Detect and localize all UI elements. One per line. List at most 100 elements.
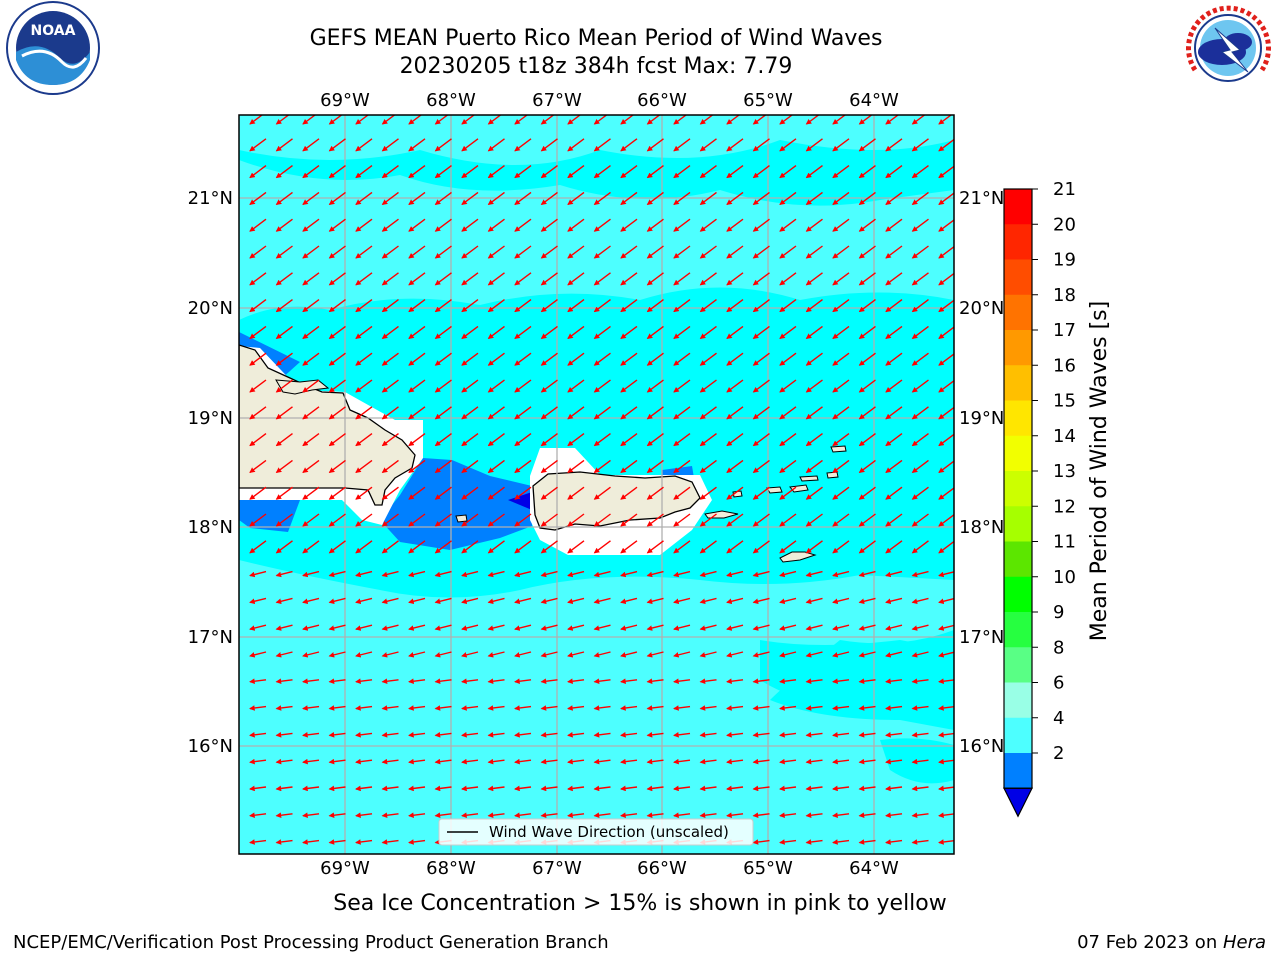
wave-arrow: [328, 651, 346, 658]
wave-arrow: [885, 732, 903, 738]
wave-arrow: [514, 570, 532, 578]
wave-arrow: [381, 325, 399, 339]
wave-arrow: [885, 352, 903, 366]
wave-arrow: [434, 379, 452, 393]
wave-arrow: [381, 785, 399, 792]
wave-arrow: [832, 705, 850, 711]
colorbar-segment: [1004, 400, 1032, 437]
wave-arrow: [646, 758, 664, 765]
wave-arrow: [381, 758, 399, 765]
sea-ice-note: Sea Ice Concentration > 15% is shown in …: [333, 891, 947, 916]
noaa-logo-icon: NOAA: [6, 1, 100, 95]
wave-arrow: [673, 218, 691, 232]
wave-arrow: [328, 513, 346, 527]
wave-arrow: [779, 459, 797, 473]
wave-arrow: [646, 651, 664, 658]
wave-arrow: [461, 299, 479, 313]
wave-arrow: [938, 540, 954, 554]
wave-arrow: [858, 245, 876, 259]
wave-arrow: [408, 245, 426, 259]
wave-arrow: [434, 678, 452, 684]
wave-arrow: [434, 785, 452, 792]
wave-arrow: [567, 115, 582, 125]
wave-arrow: [328, 218, 346, 232]
wave-arrow: [726, 138, 744, 152]
wave-arrow: [540, 705, 558, 711]
wave-arrow: [699, 325, 717, 339]
wave-arrow: [381, 597, 399, 604]
wave-arrow: [911, 597, 929, 604]
wave-arrow: [805, 785, 823, 792]
wave-arrow: [832, 732, 850, 738]
wave-arrow: [620, 406, 638, 420]
wave-arrow: [779, 433, 797, 447]
wave-arrow: [805, 597, 823, 604]
wave-arrow: [434, 705, 452, 711]
wave-arrow: [355, 705, 373, 711]
wave-arrow: [832, 678, 850, 684]
wave-arrow: [408, 540, 426, 554]
wave-arrow: [726, 758, 744, 765]
wave-arrow: [514, 624, 532, 631]
wave-arrow: [858, 839, 876, 845]
wave-arrow: [302, 165, 320, 179]
wave-arrow: [673, 758, 691, 765]
wave-arrow: [249, 138, 267, 152]
wave-arrow: [911, 486, 929, 500]
wave-arrow: [593, 406, 611, 420]
wave-arrow: [302, 406, 320, 420]
wave-arrow: [540, 486, 558, 500]
wave-arrow: [832, 758, 850, 765]
wave-arrow: [275, 115, 290, 125]
wave-arrow: [593, 433, 611, 447]
wave-arrow: [858, 352, 876, 366]
wave-arrow: [514, 165, 532, 179]
wave-arrow: [726, 406, 744, 420]
wave-arrow: [355, 812, 373, 818]
wave-arrow: [885, 812, 903, 818]
wave-arrow: [540, 785, 558, 792]
wave-arrow: [328, 459, 346, 473]
wave-arrow: [673, 651, 691, 658]
wave-arrow: [699, 651, 717, 658]
wave-arrow: [620, 191, 638, 205]
wave-arrow: [938, 732, 954, 738]
wave-arrow: [938, 272, 954, 286]
wave-arrow: [646, 191, 664, 205]
wave-arrow: [805, 459, 823, 473]
wave-arrow: [355, 758, 373, 765]
wave-arrow: [567, 191, 585, 205]
wave-arrow: [514, 597, 532, 604]
wave-arrow: [593, 513, 611, 527]
wave-arrow: [752, 570, 770, 578]
wave-arrow: [779, 651, 797, 658]
colorbar-tick-label: 18: [1053, 285, 1076, 306]
wave-arrow: [434, 651, 452, 658]
wave-arrow: [302, 115, 317, 125]
wave-arrow: [699, 570, 717, 578]
wave-arrow: [461, 352, 479, 366]
wave-arrow: [673, 138, 691, 152]
wave-arrow: [726, 191, 744, 205]
wave-arrow: [699, 165, 717, 179]
wave-arrow: [567, 433, 585, 447]
colorbar-segment: [1004, 189, 1032, 225]
wave-arrow: [832, 115, 847, 125]
wave-arrow: [673, 570, 691, 578]
wave-arrow: [487, 785, 505, 792]
wave-arrow: [249, 705, 267, 711]
wave-arrow: [699, 115, 714, 125]
wave-arrow: [567, 812, 585, 818]
wave-arrow: [249, 459, 267, 473]
wave-arrow: [275, 651, 293, 658]
wave-arrow: [355, 299, 373, 313]
lon-label-bottom: 66°W: [637, 858, 687, 879]
wave-arrow: [673, 785, 691, 792]
wave-arrow: [699, 459, 717, 473]
wave-arrow: [514, 352, 532, 366]
wave-arrow: [328, 812, 346, 818]
map-area: [239, 115, 954, 854]
wave-arrow: [779, 299, 797, 313]
wave-arrow: [381, 624, 399, 631]
wave-arrow: [885, 624, 903, 631]
